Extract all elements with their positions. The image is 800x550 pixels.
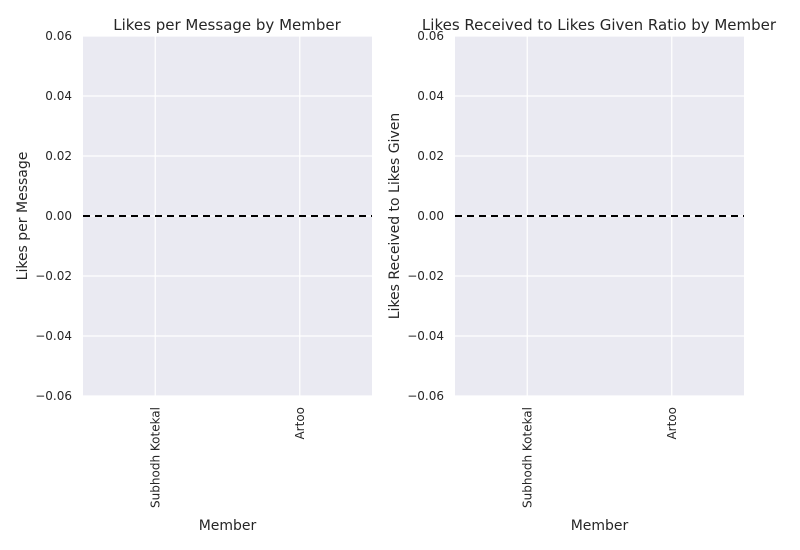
x-tick-label: Artoo <box>293 407 307 440</box>
chart-title: Likes Received to Likes Given Ratio by M… <box>422 16 777 34</box>
chart-panel-1: 0.06 0.04 0.02 0.00 −0.02 −0.04 −0.06 Subhodh K… <box>15 16 372 534</box>
y-axis-label: Likes per Message <box>15 152 31 281</box>
y-tick-label: 0.06 <box>417 29 444 43</box>
y-tick-label: 0.00 <box>417 209 444 223</box>
y-tick-label: 0.04 <box>417 89 444 103</box>
chart-panel-2: 0.06 0.04 0.02 0.00 −0.02 −0.04 −0.06 Subhodh K… <box>387 16 777 534</box>
chart-title: Likes per Message by Member <box>113 16 341 34</box>
y-tick-label: 0.02 <box>45 149 72 163</box>
y-tick-label: 0.04 <box>45 89 72 103</box>
x-tick-label: Subhodh Kotekal <box>148 407 162 508</box>
y-axis-label: Likes Received to Likes Given <box>387 113 403 319</box>
y-tick-label: −0.02 <box>407 269 444 283</box>
x-tick-label: Artoo <box>665 407 679 440</box>
x-axis-label: Member <box>199 518 257 534</box>
x-axis-label: Member <box>571 518 629 534</box>
y-tick-label: −0.04 <box>35 329 72 343</box>
x-tick-label: Subhodh Kotekal <box>520 407 534 508</box>
y-tick-label: 0.02 <box>417 149 444 163</box>
y-tick-label: −0.06 <box>35 389 72 403</box>
y-tick-label: −0.02 <box>35 269 72 283</box>
y-tick-label: −0.06 <box>407 389 444 403</box>
y-tick-label: 0.06 <box>45 29 72 43</box>
y-tick-label: −0.04 <box>407 329 444 343</box>
y-tick-label: 0.00 <box>45 209 72 223</box>
